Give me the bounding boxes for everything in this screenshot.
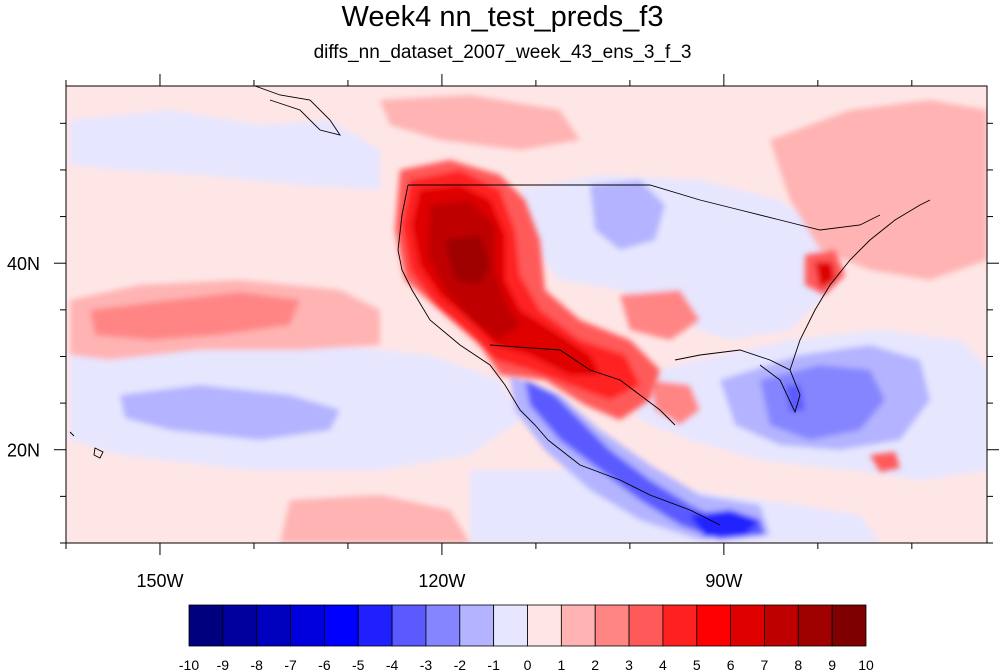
colorbar-label: -1 [487, 657, 500, 672]
colorbar-swatch [797, 604, 833, 647]
colorbar-labels: -10 -9 -8 -7 -6 -5 -4 -3 -2 -1 0 1 2 3 4 5 6 7 8 9 10 [179, 657, 874, 672]
colorbar-swatch [662, 604, 698, 647]
us-canada-border [408, 184, 881, 231]
field-blue-florida [785, 385, 805, 412]
colorbar-swatch [594, 604, 630, 647]
colorbar-swatch [323, 604, 359, 647]
plot-subtitle: diffs_nn_dataset_2007_week_43_ens_3_f_3 [313, 42, 692, 63]
colorbar-swatch [357, 604, 393, 647]
colorbar-label: 6 [727, 657, 735, 672]
axis-ticks [54, 74, 999, 555]
colorbar-swatch [628, 604, 664, 647]
colorbar-label: 1 [557, 657, 565, 672]
colorbar [188, 604, 867, 647]
colorbar-label: 8 [794, 657, 802, 672]
colorbar-label: -8 [250, 657, 263, 672]
colorbar-label: -3 [420, 657, 433, 672]
y-tick-label: 40N [7, 254, 40, 274]
colorbar-label: -5 [352, 657, 365, 672]
field-strong-blue-gulf [760, 365, 885, 440]
y-axis-labels: 40N 20N [7, 254, 40, 461]
colorbar-swatch [222, 604, 258, 647]
field-pink-canada [770, 100, 987, 280]
colorbar-swatch [560, 604, 596, 647]
field-salmon-mississippi [620, 290, 700, 340]
colorbar-label: -10 [179, 657, 199, 672]
colorbar-swatch [425, 604, 461, 647]
colorbar-label: -6 [318, 657, 331, 672]
field-blue-plains [590, 180, 665, 250]
colorbar-swatch [764, 604, 799, 647]
colorbar-swatch [188, 604, 224, 647]
colorbar-swatch [290, 604, 325, 647]
mexico-coast [547, 439, 721, 526]
colorbar-label: 5 [693, 657, 701, 672]
us-east-coast [789, 199, 931, 371]
field-salmon-pacific [90, 292, 300, 340]
field-red-east-core [815, 262, 835, 288]
field-red-caribbean [870, 452, 900, 472]
us-west-coast [397, 184, 549, 441]
x-axis-labels: 150W 120W 90W [136, 571, 742, 591]
colorbar-swatch [391, 604, 427, 647]
field-deep-blue-central-america [690, 510, 760, 537]
colorbar-label: -7 [284, 657, 297, 672]
colorbar-swatch [527, 604, 562, 647]
colorbar-label: 3 [625, 657, 633, 672]
field-blue-pacific-sub [120, 385, 340, 440]
field-salmon-texas-gulf [650, 380, 700, 425]
colorbar-label: 7 [761, 657, 769, 672]
field-pink-north-pacific [380, 95, 580, 150]
colorbar-label: -9 [217, 657, 230, 672]
colorbar-swatch [696, 604, 731, 647]
us-mexico-border [489, 344, 676, 426]
colorbar-swatch [493, 604, 528, 647]
colorbar-label: 4 [659, 657, 667, 672]
map-frame [65, 85, 988, 544]
x-tick-label: 120W [418, 571, 465, 591]
map-field [66, 86, 987, 543]
field-pink-south [280, 495, 470, 543]
plot-title: Week4 nn_test_preds_f3 [341, 1, 664, 33]
colorbar-label: -4 [386, 657, 399, 672]
field-red-level-9 [445, 235, 490, 285]
colorbar-label: 0 [524, 657, 532, 672]
colorbar-swatch [256, 604, 291, 647]
colorbar-label: 2 [591, 657, 599, 672]
coastlines [69, 86, 931, 526]
hawaii-islands [69, 431, 104, 459]
x-tick-label: 90W [705, 571, 742, 591]
y-tick-label: 20N [7, 441, 40, 461]
colorbar-swatch [730, 604, 765, 647]
field-light-blue-pacific [70, 110, 380, 190]
colorbar-label: -2 [454, 657, 467, 672]
colorbar-swatch [831, 604, 867, 647]
colorbar-label: 10 [858, 657, 874, 672]
alaska-coast [254, 86, 342, 136]
colorbar-swatch [459, 604, 495, 647]
colorbar-label: 9 [828, 657, 836, 672]
x-tick-label: 150W [136, 571, 183, 591]
